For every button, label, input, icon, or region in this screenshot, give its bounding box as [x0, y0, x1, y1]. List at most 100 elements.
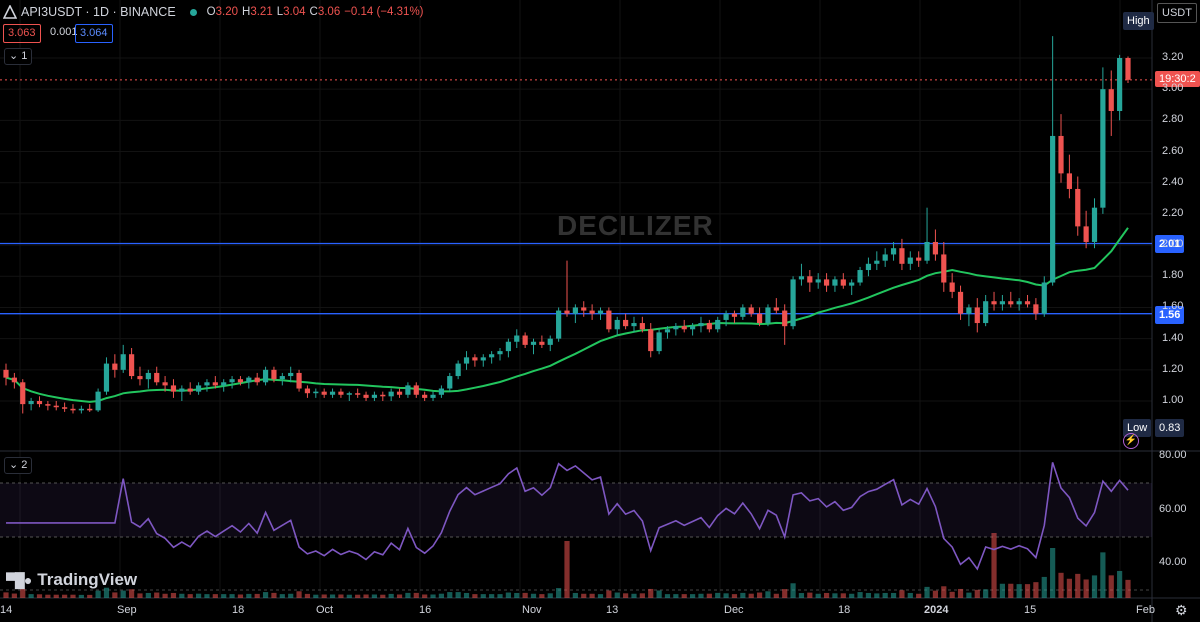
candle-body — [447, 376, 453, 389]
candle-body — [162, 382, 168, 386]
candle-body — [581, 307, 587, 311]
symbol-title[interactable]: API3USDT · 1D · BINANCE — [21, 5, 176, 19]
price-axis-tick: 2.60 — [1162, 144, 1184, 157]
candle-body — [204, 382, 210, 386]
ohlc-key: C — [309, 6, 318, 18]
candle-body — [70, 408, 76, 411]
volume-bar — [489, 594, 495, 598]
volume-bar — [614, 592, 620, 598]
volume-bar — [974, 589, 980, 598]
candle-body — [1066, 173, 1072, 189]
volume-bar — [731, 594, 738, 598]
candle-body — [45, 404, 51, 406]
volume-bar — [664, 594, 671, 598]
volume-bar — [1125, 579, 1131, 598]
volume-bar — [606, 590, 612, 598]
bid-price[interactable]: 3.063 — [3, 24, 41, 43]
symbol-header: API3USDT · 1D · BINANCE O3.20 H3.21 L3.04 C… — [0, 2, 428, 22]
candle-body — [254, 377, 260, 383]
candle-body — [874, 260, 880, 264]
price-axis-tick: 2.40 — [1162, 175, 1184, 188]
candle-body — [154, 372, 160, 383]
candle-body — [355, 393, 361, 395]
watermark: DECILIZER — [557, 210, 714, 241]
candle-body — [572, 307, 578, 314]
time-axis-label: 13 — [606, 604, 619, 616]
settings-gear-icon[interactable]: ⚙ — [1175, 602, 1188, 618]
candle-body — [815, 279, 821, 283]
volume-bar — [715, 592, 721, 598]
candle-body — [547, 338, 553, 345]
volume-bar — [673, 594, 679, 598]
time-axis-label: 2024 — [924, 604, 949, 616]
ask-price[interactable]: 3.064 — [75, 24, 113, 43]
candle-body — [1108, 89, 1114, 112]
candle-body — [505, 341, 511, 352]
candle-body — [673, 326, 679, 330]
volume-bar — [623, 593, 629, 598]
candle-body — [279, 376, 285, 380]
candle-body — [1091, 207, 1098, 242]
main-pane-tag[interactable]: ⌄ 1 — [4, 48, 33, 65]
candle-body — [773, 307, 779, 311]
market-status-icon — [189, 8, 197, 16]
level-lower-tag: 1.56 — [1155, 306, 1185, 324]
volume-bar — [388, 593, 394, 598]
volume-bar — [790, 583, 796, 598]
volume-bar — [430, 594, 436, 598]
volume-bar — [229, 594, 235, 598]
volume-bar — [957, 588, 964, 598]
candle-body — [463, 357, 470, 364]
volume-bar — [279, 594, 285, 598]
volume-bar — [840, 593, 846, 598]
volume-bar — [87, 594, 93, 598]
candle-body — [304, 388, 311, 394]
lightning-icon[interactable]: ⚡ — [1123, 433, 1139, 449]
volume-bar — [463, 592, 470, 598]
candle-body — [765, 307, 771, 324]
volume-bar — [849, 593, 855, 598]
volume-bar — [237, 594, 244, 598]
candle-body — [790, 279, 796, 327]
volume-bar — [656, 590, 662, 598]
candle-body — [221, 382, 227, 386]
candle-body — [556, 310, 562, 339]
volume-bar — [187, 594, 193, 598]
volume-bar — [262, 592, 269, 598]
candle-body — [346, 393, 352, 395]
candle-body — [1125, 58, 1131, 80]
candle-body — [849, 282, 855, 286]
candle-body — [3, 369, 9, 378]
candle-body — [924, 241, 930, 261]
rsi-pane-tag[interactable]: ⌄ 2 — [4, 457, 33, 474]
candle-body — [95, 391, 101, 411]
volume-bar — [45, 594, 51, 598]
candle-body — [999, 301, 1005, 305]
volume-bar — [1050, 548, 1056, 598]
volume-bar — [70, 594, 76, 598]
volume-bar — [455, 592, 461, 598]
candle-body — [430, 394, 436, 398]
volume-bar — [556, 588, 562, 598]
volume-bar — [539, 594, 545, 598]
volume-bar — [823, 592, 830, 598]
rsi-line — [6, 462, 1129, 571]
candle-body — [740, 307, 746, 317]
candle-body — [112, 363, 118, 370]
volume-bar — [547, 593, 553, 598]
volume-bar — [162, 593, 168, 598]
volume-bar — [413, 592, 419, 598]
currency-label[interactable]: USDT — [1157, 3, 1197, 23]
volume-bar — [129, 589, 135, 598]
volume-bar — [355, 594, 361, 598]
candle-body — [648, 329, 654, 352]
volume-bar — [20, 588, 26, 598]
candle-body — [614, 319, 620, 330]
volume-bar — [1058, 572, 1064, 598]
time-axis-label: Feb — [1136, 604, 1155, 616]
candle-body — [87, 408, 93, 411]
volume-bar — [581, 593, 587, 598]
volume-bar — [564, 541, 570, 598]
volume-bar — [991, 533, 997, 598]
